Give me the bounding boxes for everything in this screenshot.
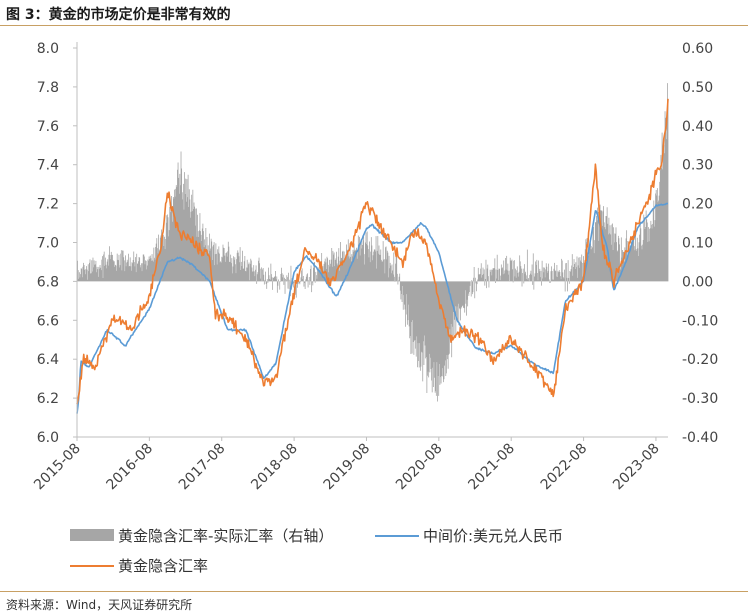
x-tick-label: 2020-08 [393, 441, 446, 494]
source-note: 资料来源：Wind，天风证券研究所 [6, 598, 193, 612]
x-tick-label: 2023-08 [610, 441, 663, 494]
chart-title: 图 3：黄金的市场定价是非常有效的 [6, 7, 231, 23]
y-right-tick-label: 0.30 [682, 158, 713, 174]
legend-item-spread-swatch [70, 529, 114, 541]
y-right-tick-label: -0.40 [682, 430, 718, 446]
y-right-tick-label: -0.20 [682, 352, 718, 368]
x-tick-label: 2015-08 [31, 441, 84, 494]
y-left-tick-label: 6.8 [37, 274, 59, 290]
legend-item-usdcny-label: 中间价:美元兑人民币 [423, 527, 563, 545]
y-right-tick-label: 0.00 [682, 274, 713, 290]
y-right-tick-label: 0.20 [682, 197, 713, 213]
y-left-tick-label: 6.0 [37, 430, 59, 446]
y-left-tick-label: 6.6 [37, 313, 59, 329]
y-right-tick-label: 0.40 [682, 119, 713, 135]
y-left-tick-label: 8.0 [37, 41, 59, 57]
legend-item-implied-label: 黄金隐含汇率 [118, 557, 208, 575]
usdcny-line [76, 202, 669, 414]
x-tick-label: 2022-08 [538, 441, 591, 494]
legend-item-usdcny: 中间价:美元兑人民币 [375, 527, 563, 545]
y-left-tick-label: 6.2 [37, 391, 59, 407]
chart: 6.0 6.2 6.4 6.6 6.8 7.0 7.2 7.4 7.6 7.8 8.0 -0.40 -0… [31, 41, 718, 575]
spread-bars-path [76, 83, 669, 402]
y-left-tick-label: 7.8 [37, 80, 59, 96]
y-right-tick-label: 0.50 [682, 80, 713, 96]
y-right-tick-label: 0.60 [682, 41, 713, 57]
y-left-tick-label: 7.4 [37, 158, 59, 174]
x-tick-label: 2016-08 [104, 441, 157, 494]
y-left-tick-label: 7.6 [37, 119, 59, 135]
y-right-tick-label: 0.10 [682, 236, 713, 252]
y-right-tick-label: -0.10 [682, 313, 718, 329]
spread-series [76, 83, 669, 402]
x-tick-label: 2017-08 [176, 441, 229, 494]
x-tick-label: 2018-08 [248, 441, 301, 494]
legend-item-spread-label: 黄金隐含汇率-实际汇率（右轴） [118, 527, 333, 545]
y-left-tick-label: 7.2 [37, 197, 59, 213]
legend-item-implied: 黄金隐含汇率 [70, 557, 208, 575]
gold-implied-rate-line [76, 98, 669, 405]
y-right-tick-label: -0.30 [682, 391, 718, 407]
line-series [76, 98, 669, 414]
title-divider [0, 25, 748, 26]
axes: 6.0 6.2 6.4 6.6 6.8 7.0 7.2 7.4 7.6 7.8 8.0 -0.40 -0… [31, 41, 718, 493]
y-left-tick-label: 7.0 [37, 236, 59, 252]
x-tick-label: 2019-08 [321, 441, 374, 494]
footer-divider [0, 591, 748, 592]
y-left-tick-label: 6.4 [37, 352, 59, 368]
legend-item-spread: 黄金隐含汇率-实际汇率（右轴） [70, 527, 333, 545]
x-tick-label: 2021-08 [465, 441, 518, 494]
